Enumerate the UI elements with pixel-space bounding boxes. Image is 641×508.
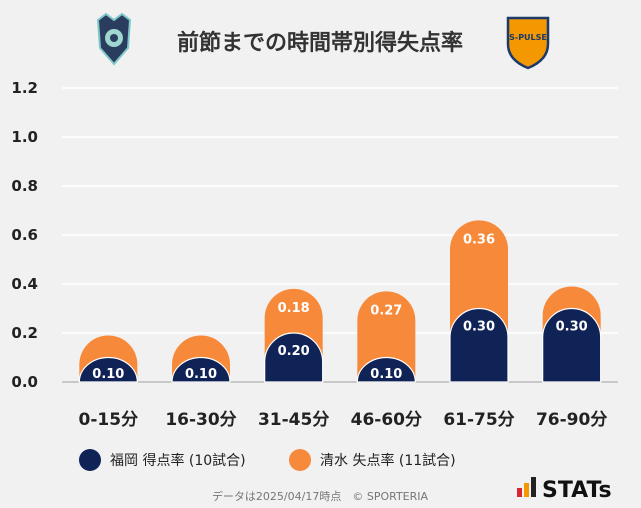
data-label-home: 0.10 bbox=[370, 367, 402, 382]
data-label-home: 0.10 bbox=[185, 367, 217, 382]
x-tick-label: 76-90分 bbox=[536, 410, 607, 430]
legend-marker-home bbox=[79, 449, 101, 471]
grid bbox=[62, 87, 618, 383]
x-tick-label: 61-75分 bbox=[443, 410, 514, 430]
bars bbox=[78, 220, 602, 383]
y-tick-label: 0.4 bbox=[11, 275, 38, 293]
x-tick-label: 16-30分 bbox=[165, 410, 236, 430]
y-tick-label: 0.8 bbox=[11, 177, 38, 195]
y-axis: 0.0 0.2 0.4 0.6 0.8 1.0 1.2 bbox=[11, 79, 38, 391]
y-tick-label: 0.0 bbox=[11, 373, 38, 391]
y-tick-label: 1.0 bbox=[11, 128, 38, 146]
data-label-home: 0.20 bbox=[278, 344, 310, 359]
x-tick-label: 31-45分 bbox=[258, 410, 329, 430]
shimizu-spulse-crest-icon: S-PULSE bbox=[506, 16, 550, 70]
bar-home bbox=[449, 307, 509, 383]
x-tick-label: 0-15分 bbox=[79, 410, 139, 430]
data-label-home: 0.10 bbox=[92, 367, 124, 382]
legend: 福岡 得点率 (10試合) 清水 失点率 (11試合) bbox=[79, 449, 456, 471]
bar-home bbox=[356, 356, 416, 383]
legend-label-away: 清水 失点率 (11試合) bbox=[320, 452, 456, 469]
y-tick-label: 0.2 bbox=[11, 324, 38, 342]
footer-note: データは2025/04/17時点 © SPORTERIA bbox=[212, 489, 429, 503]
data-labels: 0.10 0.10 0.20 0.18 0.10 0.27 0.30 0.36 0.30 bbox=[92, 232, 587, 382]
x-axis: 0-15分 16-30分 31-45分 46-60分 61-75分 76-90分 bbox=[79, 410, 608, 430]
bar-home bbox=[171, 356, 231, 383]
bar-home bbox=[542, 307, 602, 383]
y-tick-label: 0.6 bbox=[11, 226, 38, 244]
bar-home bbox=[264, 332, 324, 383]
data-label-away: 0.36 bbox=[463, 232, 495, 247]
y-tick-label: 1.2 bbox=[11, 79, 38, 97]
data-label-home: 0.30 bbox=[463, 320, 495, 335]
legend-label-home: 福岡 得点率 (10試合) bbox=[110, 452, 246, 469]
home-team-logo bbox=[96, 12, 132, 66]
stats-brand: STATs bbox=[517, 477, 612, 503]
data-label-home: 0.30 bbox=[556, 320, 588, 335]
fukuoka-crest-icon bbox=[96, 12, 132, 66]
away-logo-text: S-PULSE bbox=[509, 33, 547, 42]
legend-marker-away bbox=[289, 449, 311, 471]
chart-title: 前節までの時間帯別得失点率 bbox=[177, 30, 463, 56]
bar-home bbox=[78, 357, 138, 383]
bar-away bbox=[357, 291, 416, 382]
x-tick-label: 46-60分 bbox=[351, 410, 422, 430]
away-team-logo: S-PULSE bbox=[506, 16, 550, 70]
stats-bars-icon bbox=[517, 477, 536, 497]
data-label-away: 0.18 bbox=[278, 301, 310, 316]
brand-name: STATs bbox=[542, 478, 612, 503]
data-label-away: 0.27 bbox=[370, 303, 402, 318]
